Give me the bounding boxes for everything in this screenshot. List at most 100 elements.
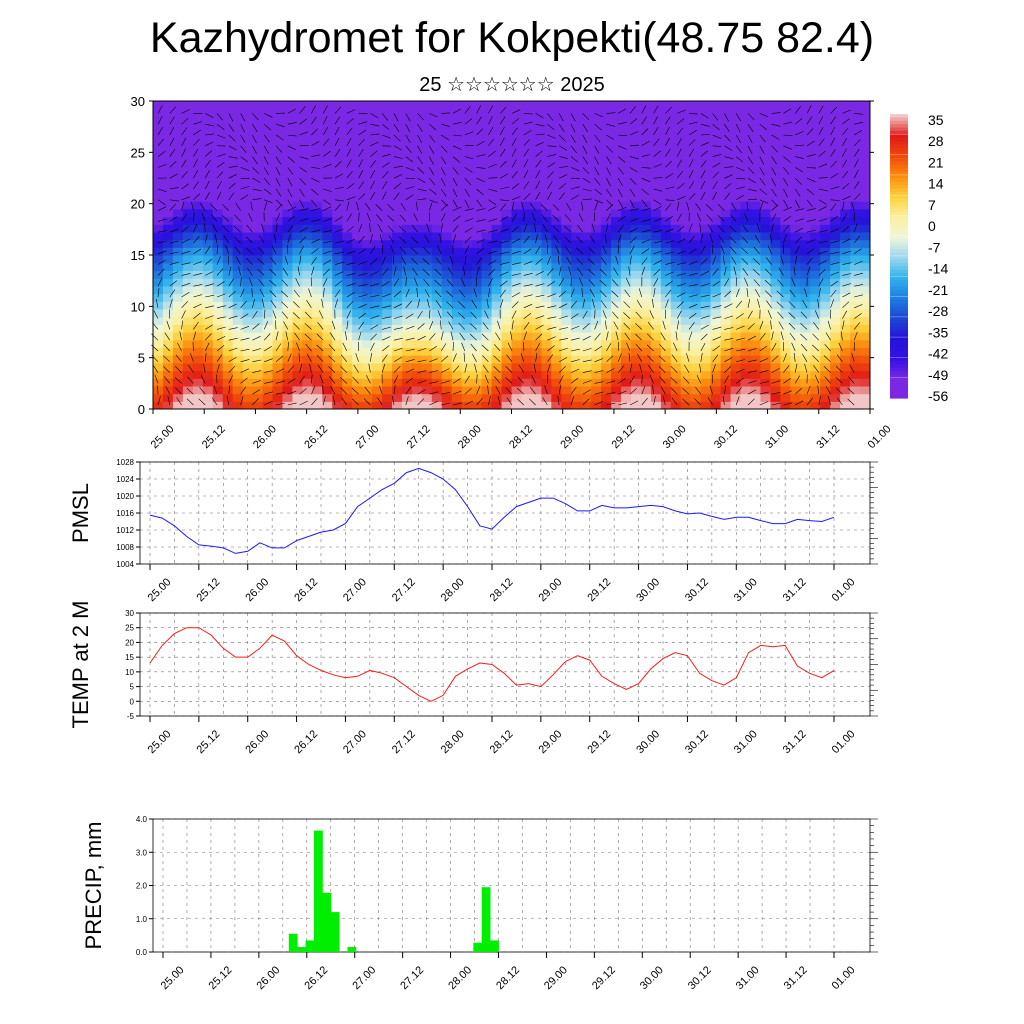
field-cell <box>431 324 443 333</box>
wind-barb <box>287 134 297 137</box>
field-cell <box>670 301 682 310</box>
field-cell <box>362 170 373 179</box>
field-cell <box>591 332 602 341</box>
field-cell <box>750 355 762 364</box>
wind-barb <box>606 123 616 127</box>
colorbar-swatch <box>890 299 908 304</box>
wind-barb <box>311 219 321 222</box>
field-cell <box>491 139 503 148</box>
wind-barb <box>806 188 815 195</box>
colorbar-label: 7 <box>928 197 936 213</box>
colorbar-swatch <box>890 266 908 271</box>
field-cell <box>860 247 870 256</box>
wind-barb <box>613 267 619 276</box>
wind-barb <box>305 343 312 352</box>
field-cell <box>212 185 224 194</box>
wind-barb <box>240 337 250 341</box>
wind-barb <box>464 106 471 114</box>
field-cell <box>212 101 224 110</box>
field-cell <box>431 308 443 318</box>
field-cell <box>411 293 423 302</box>
field-cell <box>262 293 274 302</box>
field-cell <box>820 385 831 395</box>
field-cell <box>710 193 722 202</box>
colorbar-swatch <box>890 188 908 193</box>
wind-barb <box>311 257 317 265</box>
field-cell <box>690 255 702 264</box>
field-cell <box>252 347 264 356</box>
colorbar-swatch <box>890 127 908 132</box>
field-cell <box>700 208 712 218</box>
field-cell <box>481 339 493 348</box>
wind-barb <box>587 268 595 276</box>
field-cell <box>242 239 254 248</box>
wind-barb <box>287 206 297 211</box>
field-cell <box>312 101 323 110</box>
wind-barb <box>606 380 616 384</box>
field-cell <box>581 362 592 372</box>
field-cell <box>640 370 652 379</box>
wind-barb <box>606 145 613 153</box>
field-cell <box>342 332 353 341</box>
field-cell <box>242 278 254 287</box>
wind-barb <box>212 224 218 233</box>
colorbar-swatch <box>890 262 908 267</box>
field-cell <box>481 378 493 387</box>
colorbar-swatch <box>890 232 908 237</box>
field-cell <box>451 193 463 202</box>
wind-barb <box>181 171 188 179</box>
field-cell <box>252 101 264 110</box>
wind-barb <box>216 326 226 330</box>
field-cell <box>680 255 692 264</box>
field-cell <box>511 370 523 379</box>
field-cell <box>461 208 473 218</box>
field-cell <box>820 124 831 133</box>
wind-barb <box>228 365 236 373</box>
wind-barb <box>547 134 556 139</box>
wind-barb <box>825 332 831 341</box>
field-cell <box>571 308 582 318</box>
field-cell <box>591 378 602 387</box>
field-cell <box>491 201 503 210</box>
wind-barb <box>334 216 343 222</box>
field-cell <box>322 124 333 133</box>
wind-barb <box>830 262 840 265</box>
field-cell <box>392 124 403 133</box>
field-cell <box>252 393 264 402</box>
wind-barb <box>334 199 344 202</box>
xtick-label: 27.00 <box>353 423 381 451</box>
wind-barb <box>511 159 517 168</box>
wind-barb <box>676 159 682 168</box>
field-cell <box>222 393 234 402</box>
field-cell <box>372 308 383 318</box>
field-cell <box>730 201 742 210</box>
wind-barb <box>582 348 592 352</box>
field-cell <box>860 108 870 117</box>
colorbar-swatch <box>890 208 908 213</box>
wind-barb <box>157 259 166 265</box>
field-cell <box>730 316 742 325</box>
wind-barb <box>853 159 859 168</box>
colorbar-swatch <box>890 333 908 338</box>
wind-barb <box>629 131 639 136</box>
field-cell <box>461 116 473 125</box>
wind-barb <box>523 170 529 179</box>
field-cell <box>372 401 383 409</box>
field-cell <box>780 154 791 164</box>
wind-barb <box>287 199 293 208</box>
wind-barb <box>830 215 839 222</box>
field-cell <box>690 247 702 256</box>
field-cell <box>471 308 483 318</box>
field-cell <box>700 224 712 233</box>
field-cell <box>850 401 861 409</box>
field-cell <box>153 131 164 141</box>
field-cell <box>680 378 692 387</box>
wind-barb <box>800 344 808 352</box>
wind-barb <box>629 400 639 406</box>
wind-barb <box>818 138 825 146</box>
field-cell <box>411 301 423 310</box>
field-cell <box>790 301 801 310</box>
field-cell <box>491 231 503 241</box>
field-cell <box>591 170 602 179</box>
field-cell <box>202 301 214 310</box>
